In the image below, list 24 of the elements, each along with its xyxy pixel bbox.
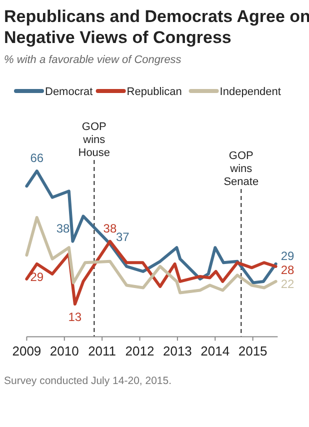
text: Survey conducted July 14-20, 2015. [4, 375, 172, 387]
chart-title: Republicans and Democrats Agree on Negative Views of Congress [4, 7, 309, 47]
data-label: 38 [103, 221, 117, 236]
x-tick-label: 2009 [12, 344, 42, 359]
legend-label: Democrat [45, 86, 93, 98]
data-label: 29 [30, 270, 44, 284]
data-label: 13 [68, 310, 82, 324]
data-label: 28 [280, 262, 294, 277]
x-tick-label: 2014 [200, 344, 230, 359]
chart-subtitle: % with a favorable view of Congress [4, 54, 182, 66]
x-tick-label: 2012 [125, 344, 154, 359]
x-tick-label: 2015 [238, 344, 268, 359]
ref-line-label: GOP wins House [78, 121, 110, 159]
x-tick-label: 2013 [162, 344, 192, 359]
data-label: 38 [56, 221, 70, 236]
ref-line-label: GOP wins Senate [224, 150, 259, 188]
legend-label: Republican [126, 86, 182, 98]
x-tick-label: 2011 [88, 344, 116, 359]
legend-label: Independent [220, 86, 281, 98]
data-label: 37 [116, 230, 130, 244]
data-label: 29 [280, 248, 294, 263]
data-label: 66 [30, 151, 44, 166]
x-tick-label: 2010 [50, 344, 79, 359]
data-label: 22 [280, 276, 294, 291]
